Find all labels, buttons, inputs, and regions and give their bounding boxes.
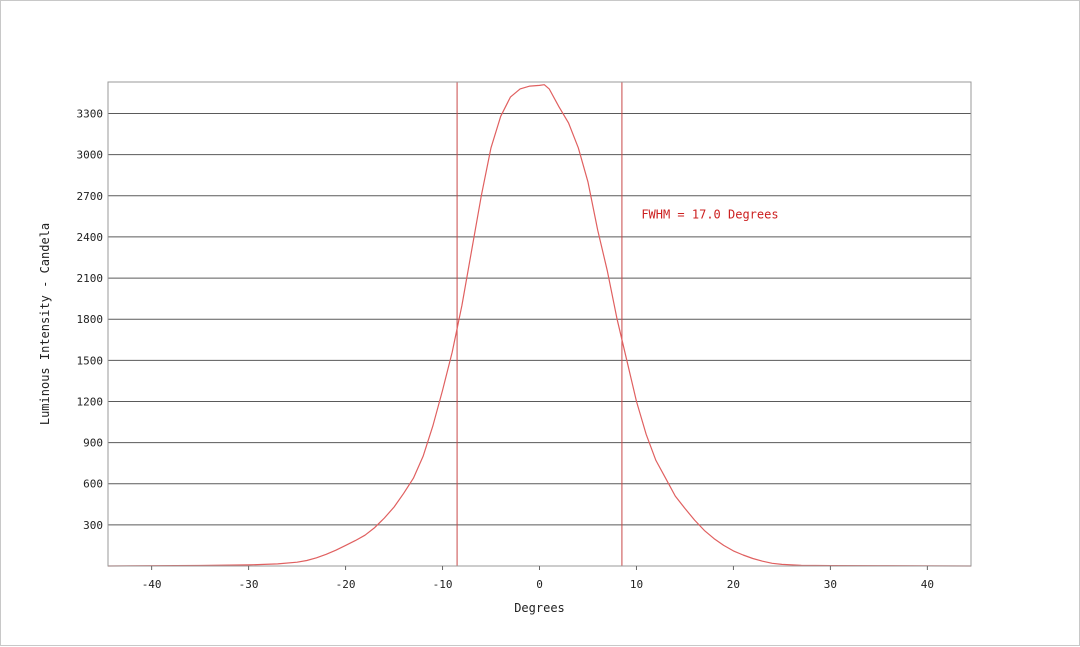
x-tick-labels: -40 -30 -20 -10 0 10 20 30 40 (142, 566, 934, 591)
intensity-curve (107, 84, 972, 567)
x-tick-label: -30 (239, 578, 259, 591)
x-tick-label: 40 (921, 578, 934, 591)
fwhm-annotation: FWHM = 17.0 Degrees (641, 207, 778, 221)
x-tick-label: -20 (336, 578, 356, 591)
y-tick-label: 1800 (77, 313, 104, 326)
y-tick-label: 3000 (77, 149, 104, 162)
y-tick-label: 1500 (77, 354, 104, 367)
y-tick-label: 900 (83, 437, 103, 450)
x-tick-label: -10 (433, 578, 453, 591)
y-tick-labels: 300 600 900 1200 1500 1800 2100 2400 2700 3000 330… (77, 108, 104, 532)
series-layer (107, 84, 972, 567)
grid-layer (108, 113, 971, 526)
x-tick-label: -40 (142, 578, 162, 591)
y-tick-label: 1200 (77, 395, 104, 408)
vertical-marker-layer (456, 82, 623, 566)
x-tick-label: 0 (536, 578, 543, 591)
y-tick-label: 2100 (77, 272, 104, 285)
x-tick-label: 20 (727, 578, 740, 591)
x-tick-label: 10 (630, 578, 643, 591)
y-tick-label: 600 (83, 478, 103, 491)
y-tick-label: 2400 (77, 231, 104, 244)
x-tick-label: 30 (824, 578, 837, 591)
y-axis-title: Luminous Intensity - Candela (38, 223, 52, 425)
y-tick-label: 300 (83, 519, 103, 532)
x-axis-title: Degrees (514, 601, 565, 615)
y-tick-label: 2700 (77, 190, 104, 203)
y-tick-label: 3300 (77, 108, 104, 121)
